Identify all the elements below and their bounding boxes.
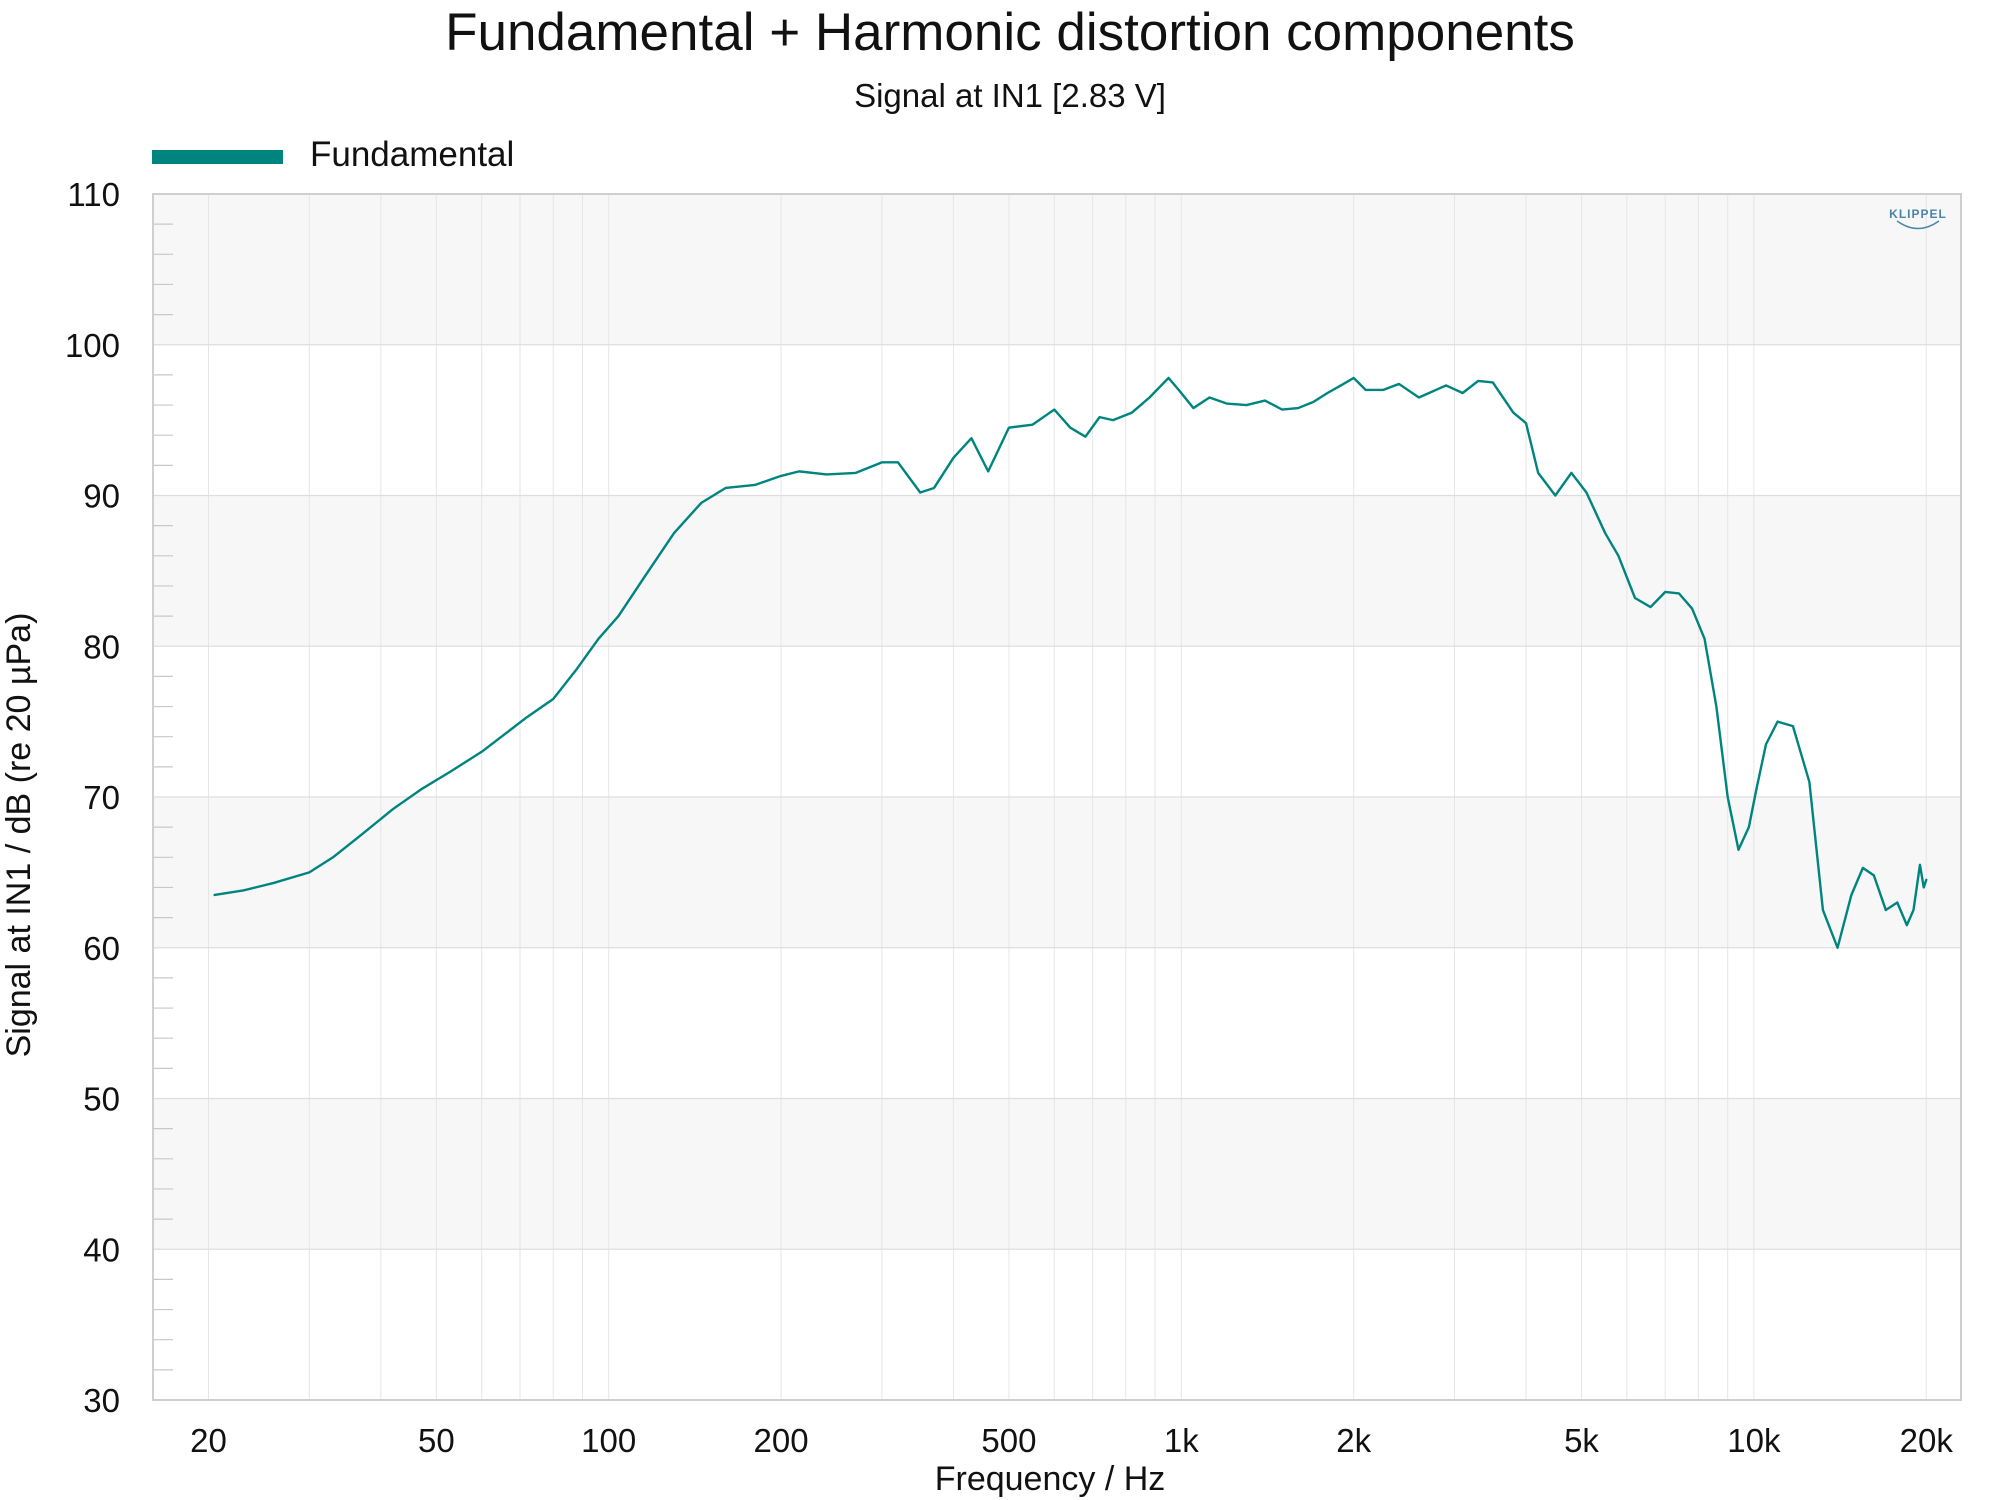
- legend-label-fundamental: Fundamental: [310, 135, 514, 174]
- x-tick-label: 20: [190, 1422, 227, 1459]
- legend: Fundamental: [152, 135, 514, 174]
- x-tick-labels: 20 50 100 200 500 1k 2k 5k 10k 20k: [190, 1422, 1953, 1459]
- plot-bands: [153, 194, 1961, 1250]
- klippel-logo-arc: [1896, 220, 1940, 230]
- x-tick-label: 100: [581, 1422, 636, 1459]
- y-tick-label: 80: [83, 628, 120, 665]
- y-tick-label: 40: [83, 1231, 120, 1268]
- x-tick-label: 500: [981, 1422, 1036, 1459]
- y-minor-ticks: [153, 223, 173, 1371]
- x-tick-label: 1k: [1164, 1422, 1199, 1459]
- y-tick-label: 30: [83, 1382, 120, 1419]
- plot-band: [153, 194, 1961, 345]
- y-tick-label: 90: [83, 478, 120, 515]
- plot-band: [153, 495, 1961, 647]
- x-tick-label: 50: [418, 1422, 455, 1459]
- y-tick-label: 70: [83, 779, 120, 816]
- y-tick-label: 50: [83, 1081, 120, 1118]
- y-tick-label: 60: [83, 930, 120, 967]
- y-axis-label: Signal at IN1 / dB (re 20 µPa): [0, 613, 38, 1058]
- y-tick-label: 100: [65, 327, 120, 364]
- x-tick-label: 200: [754, 1422, 809, 1459]
- series-line-fundamental: [213, 376, 1928, 949]
- plot-band: [153, 797, 1961, 948]
- y-tick-labels: 30 40 50 60 70 80 90 100 110: [65, 176, 120, 1419]
- legend-swatch-fundamental: [152, 150, 283, 164]
- plot-frame: [152, 193, 1962, 1401]
- chart-subtitle: Signal at IN1 [2.83 V]: [854, 77, 1166, 114]
- chart-title: Fundamental + Harmonic distortion compon…: [445, 3, 1575, 62]
- x-tick-label: 10k: [1727, 1422, 1781, 1459]
- y-tick-label: 110: [67, 176, 120, 213]
- klippel-logo-text: KLIPPEL: [1889, 207, 1947, 221]
- klippel-logo: KLIPPEL: [1889, 207, 1947, 230]
- plot-band: [153, 1098, 1961, 1250]
- x-tick-label: 2k: [1336, 1422, 1371, 1459]
- x-axis-label: Frequency / Hz: [935, 1460, 1166, 1498]
- x-tick-label: 5k: [1564, 1422, 1599, 1459]
- x-tick-label: 20k: [1900, 1422, 1954, 1459]
